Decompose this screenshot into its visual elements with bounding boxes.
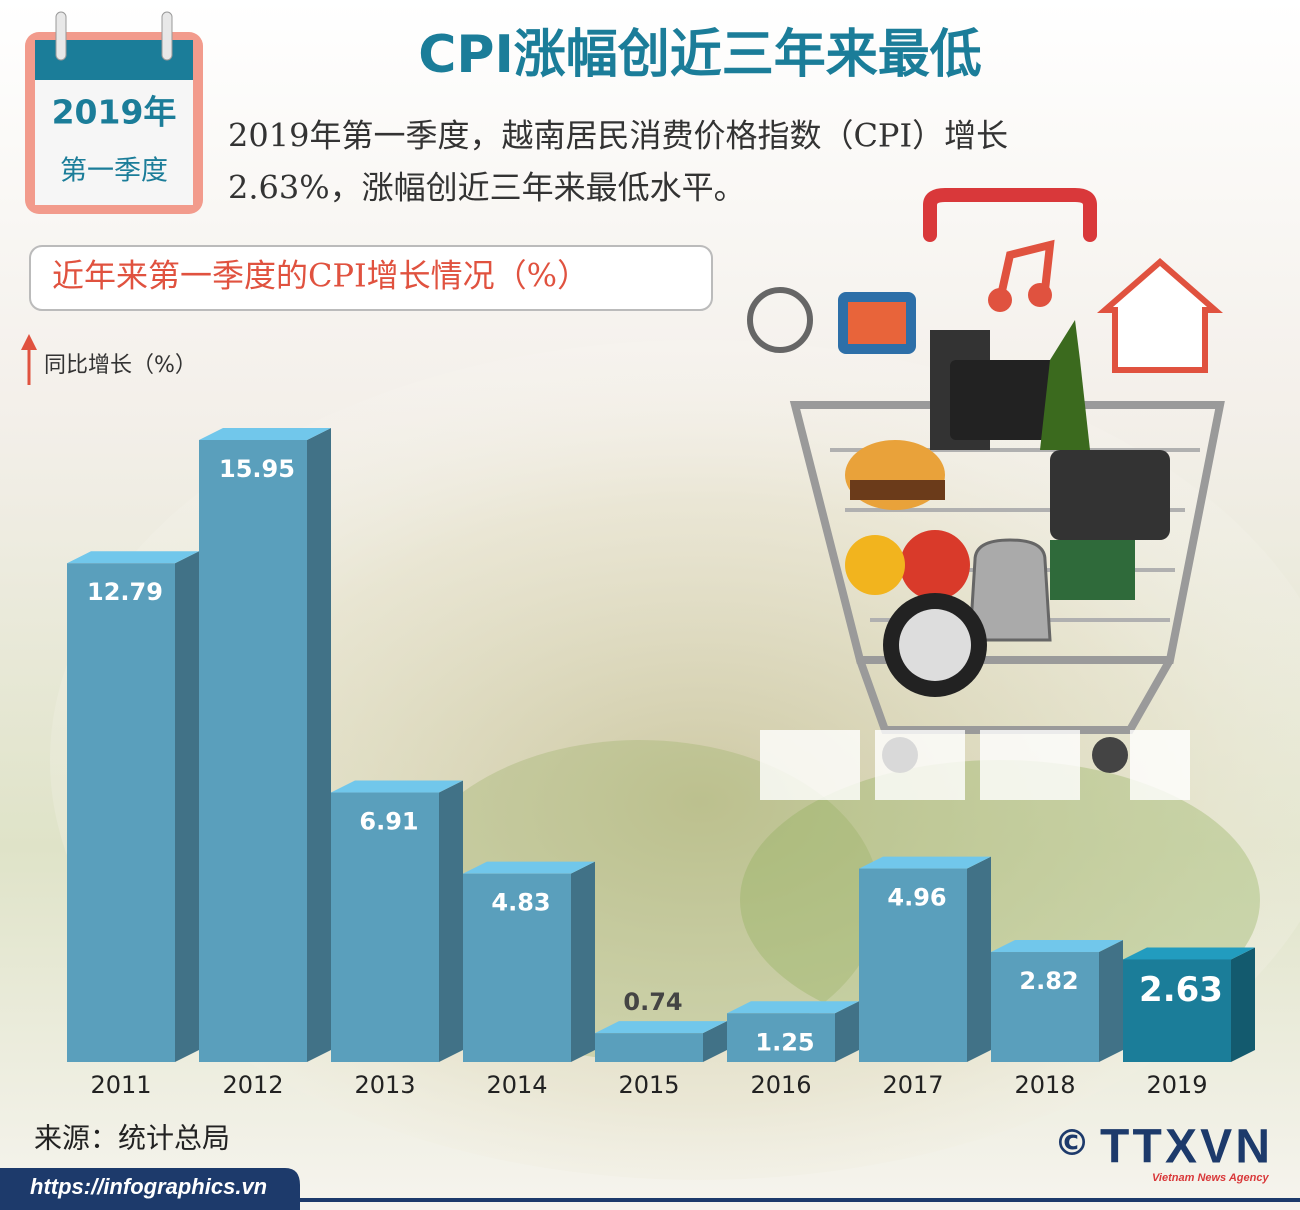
bar-top (595, 1021, 727, 1034)
price-tags (760, 730, 1190, 800)
bar-top (991, 940, 1123, 953)
bar (331, 792, 439, 1062)
source: 来源：统计总局 (34, 1122, 230, 1155)
x-tick-label: 2012 (222, 1071, 283, 1099)
bar (463, 873, 571, 1062)
url: https://infographics.vn (30, 1174, 267, 1199)
bar-side (175, 551, 199, 1062)
bar-side (307, 428, 331, 1062)
bar-top (1123, 947, 1255, 960)
x-tick-label: 2013 (354, 1071, 415, 1099)
bar-side (439, 780, 463, 1062)
x-tick-label: 2018 (1014, 1071, 1075, 1099)
bar (727, 1013, 835, 1062)
bar-side (703, 1021, 727, 1062)
x-tick-label: 2017 (882, 1071, 943, 1099)
logo: TTXVN (1100, 1121, 1270, 1174)
bar-side (967, 856, 991, 1062)
value-label: 2.63 (1139, 970, 1223, 1010)
bar (1123, 959, 1231, 1062)
axis-arrow-head (21, 334, 37, 350)
bar (199, 440, 307, 1062)
bar (595, 1033, 703, 1062)
bar-side (1099, 940, 1123, 1062)
bar-side (835, 1001, 859, 1062)
copyright: © (1054, 1123, 1090, 1164)
calendar-quarter: 第一季度 (60, 156, 168, 187)
value-label: 0.74 (623, 988, 682, 1016)
bar-side (571, 861, 595, 1062)
calendar: 2019年 第一季度 (25, 11, 203, 214)
value-label: 1.25 (755, 1028, 814, 1056)
bar (991, 952, 1099, 1062)
bars: 12.79 2011 15.95 2012 6.91 2013 4.83 2014 0.74 20… (67, 428, 1255, 1099)
subtitle-box (29, 245, 713, 311)
calendar-year: 2019年 (52, 93, 177, 132)
value-label: 15.95 (219, 455, 295, 483)
bar-top (331, 780, 463, 793)
description-line: 2.63%，涨幅创近三年来最低水平。 (228, 169, 746, 207)
bar (67, 563, 175, 1062)
x-tick-label: 2019 (1146, 1071, 1207, 1099)
bar-side (1231, 947, 1255, 1062)
url-tab (0, 1168, 300, 1210)
bar-top (199, 428, 331, 440)
bar-top (859, 856, 991, 869)
chart-title: CPI涨幅创近三年来最低 (418, 25, 982, 85)
value-label: 4.96 (887, 884, 946, 912)
value-label: 4.83 (491, 889, 550, 917)
description-line: 2019年第一季度，越南居民消费价格指数（CPI）增长 (228, 117, 1008, 155)
x-tick-label: 2014 (486, 1071, 547, 1099)
x-tick-label: 2011 (90, 1071, 151, 1099)
bar-top (727, 1001, 859, 1014)
subtitle: 近年来第一季度的CPI增长情况（%） (52, 257, 589, 295)
bar-top (67, 551, 199, 564)
value-label: 2.82 (1019, 967, 1078, 995)
x-tick-label: 2016 (750, 1071, 811, 1099)
y-axis-label: 同比增长（%） (44, 353, 197, 378)
value-label: 12.79 (87, 578, 163, 606)
bar (859, 868, 967, 1062)
x-tick-label: 2015 (618, 1071, 679, 1099)
bar-top (463, 861, 595, 874)
value-label: 6.91 (359, 808, 418, 836)
logo-tagline: Vietnam News Agency (1152, 1172, 1269, 1184)
